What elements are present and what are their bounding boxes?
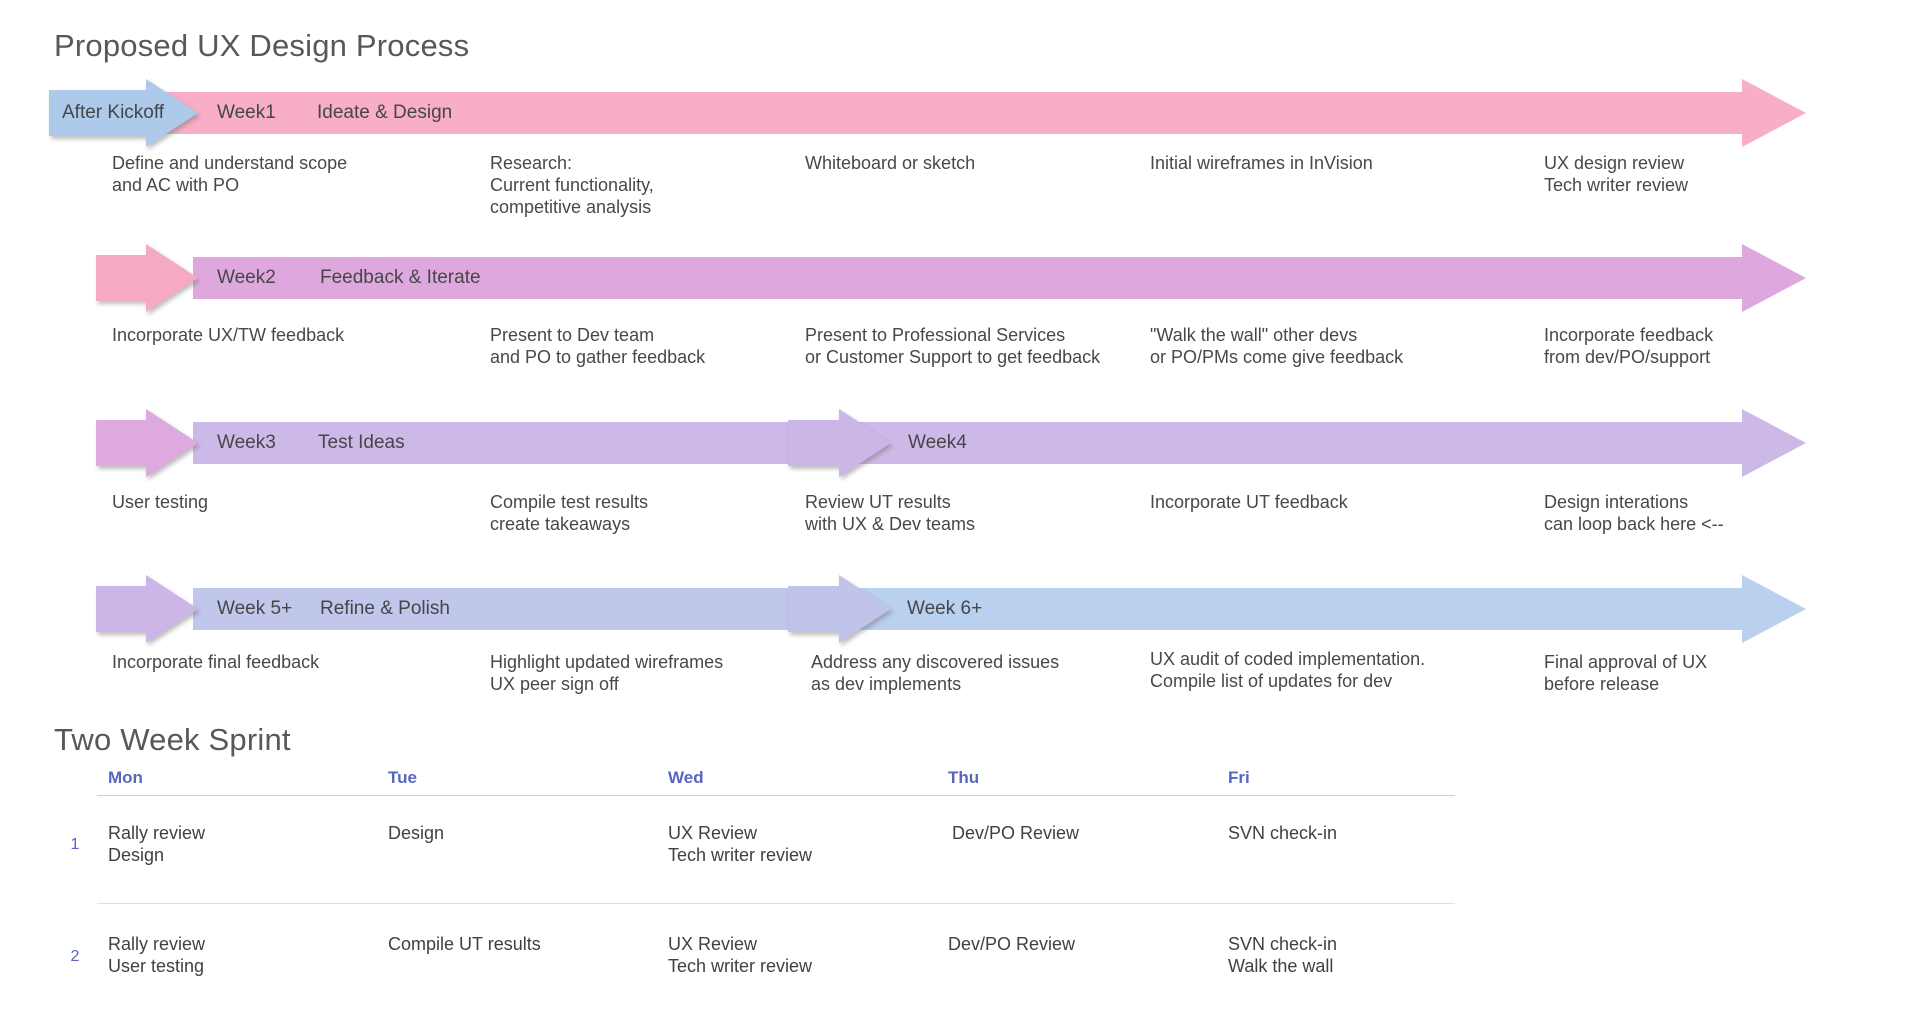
week3-start-arrow-shape: [96, 409, 198, 477]
col-header-mon: Mon: [108, 768, 143, 787]
week3-label: Week3: [217, 432, 276, 453]
week1-note-1: Define and understand scope and AC with …: [112, 153, 348, 195]
sprint-2-mon-cell: Rally review User testing: [108, 934, 206, 976]
week4-label: Week4: [908, 432, 967, 453]
week2-note-4: "Walk the wall" other devs or PO/PMs com…: [1150, 325, 1404, 367]
sprint-1-fri-cell: SVN check-in: [1228, 823, 1338, 843]
week5-label: Week 5+: [217, 598, 293, 619]
week3-note-3: Review UT results with UX & Dev teams: [805, 492, 976, 534]
col-header-tue: Tue: [388, 768, 417, 787]
week3-note-4: Incorporate UT feedback: [1150, 492, 1348, 512]
week5-note-2: Highlight updated wireframes UX peer sig…: [490, 652, 724, 694]
week3-phase-bar: [193, 409, 1806, 477]
sprint-1-thu-cell: Dev/PO Review: [952, 823, 1080, 843]
week6-label: Week 6+: [907, 598, 983, 619]
sprint-1-wed-cell: UX Review Tech writer review: [668, 823, 813, 865]
sprint-1-mon-cell: Rally review Design: [108, 823, 206, 865]
week1-phase-label: Ideate & Design: [317, 102, 453, 123]
week3-note-1: User testing: [112, 492, 209, 512]
week2-note-2: Present to Dev team and PO to gather fee…: [490, 325, 706, 367]
page-title: Proposed UX Design Process: [54, 28, 470, 63]
week1-note-2: Research: Current functionality, competi…: [490, 153, 654, 217]
header-underline: [97, 795, 1455, 796]
week6-mid-arrow: [788, 575, 891, 643]
col-header-fri: Fri: [1228, 768, 1250, 787]
sprint-title: Two Week Sprint: [54, 722, 291, 757]
row-divider: [97, 903, 1455, 904]
sprint-row-1-number: 1: [70, 836, 80, 853]
week3-phase-label: Test Ideas: [318, 432, 405, 453]
week4-mid-arrow-shape: [788, 409, 891, 477]
week5-start-arrow: [96, 575, 198, 643]
week1-note-3: Whiteboard or sketch: [805, 153, 976, 173]
week2-note-1: Incorporate UX/TW feedback: [112, 325, 345, 345]
week2-phase-label: Feedback & Iterate: [320, 267, 481, 288]
col-header-wed: Wed: [668, 768, 704, 787]
week2-label: Week2: [217, 267, 276, 288]
week5-note-3: Address any discovered issues as dev imp…: [811, 652, 1060, 694]
sprint-2-thu-cell: Dev/PO Review: [948, 934, 1076, 954]
week4-mid-arrow: [788, 409, 891, 477]
sprint-1-tue-cell: Design: [388, 823, 445, 843]
week5-note-5: Final approval of UX before release: [1544, 652, 1708, 694]
week2-start-arrow: [96, 244, 198, 312]
week5-note-1: Incorporate final feedback: [112, 652, 320, 672]
after-kickoff-label: After Kickoff: [62, 102, 165, 123]
week3-note-5: Design interations can loop back here <-…: [1544, 492, 1724, 534]
week5-start-arrow-shape: [96, 575, 198, 643]
week6-mid-arrow-shape: [788, 575, 891, 643]
sprint-2-wed-cell: UX Review Tech writer review: [668, 934, 813, 976]
week5-note-4: UX audit of coded implementation. Compil…: [1150, 649, 1426, 691]
week2-start-arrow-shape: [96, 244, 198, 312]
sprint-2-fri-cell: SVN check-in Walk the wall: [1228, 934, 1338, 976]
sprint-2-tue-cell: Compile UT results: [388, 934, 541, 954]
week2-note-5: Incorporate feedback from dev/PO/support: [1544, 325, 1714, 367]
col-header-thu: Thu: [948, 768, 980, 787]
week3-start-arrow: [96, 409, 198, 477]
week1-label: Week1: [217, 102, 276, 123]
week1-note-4: Initial wireframes in InVision: [1150, 153, 1373, 173]
week5-phase-label: Refine & Polish: [320, 598, 450, 619]
sprint-row-2-number: 2: [70, 948, 80, 965]
week3-note-2: Compile test results create takeaways: [490, 492, 649, 534]
week1-note-5: UX design review Tech writer review: [1544, 153, 1689, 195]
after-kickoff-arrow: [49, 79, 198, 147]
week2-note-3: Present to Professional Services or Cust…: [805, 325, 1101, 367]
